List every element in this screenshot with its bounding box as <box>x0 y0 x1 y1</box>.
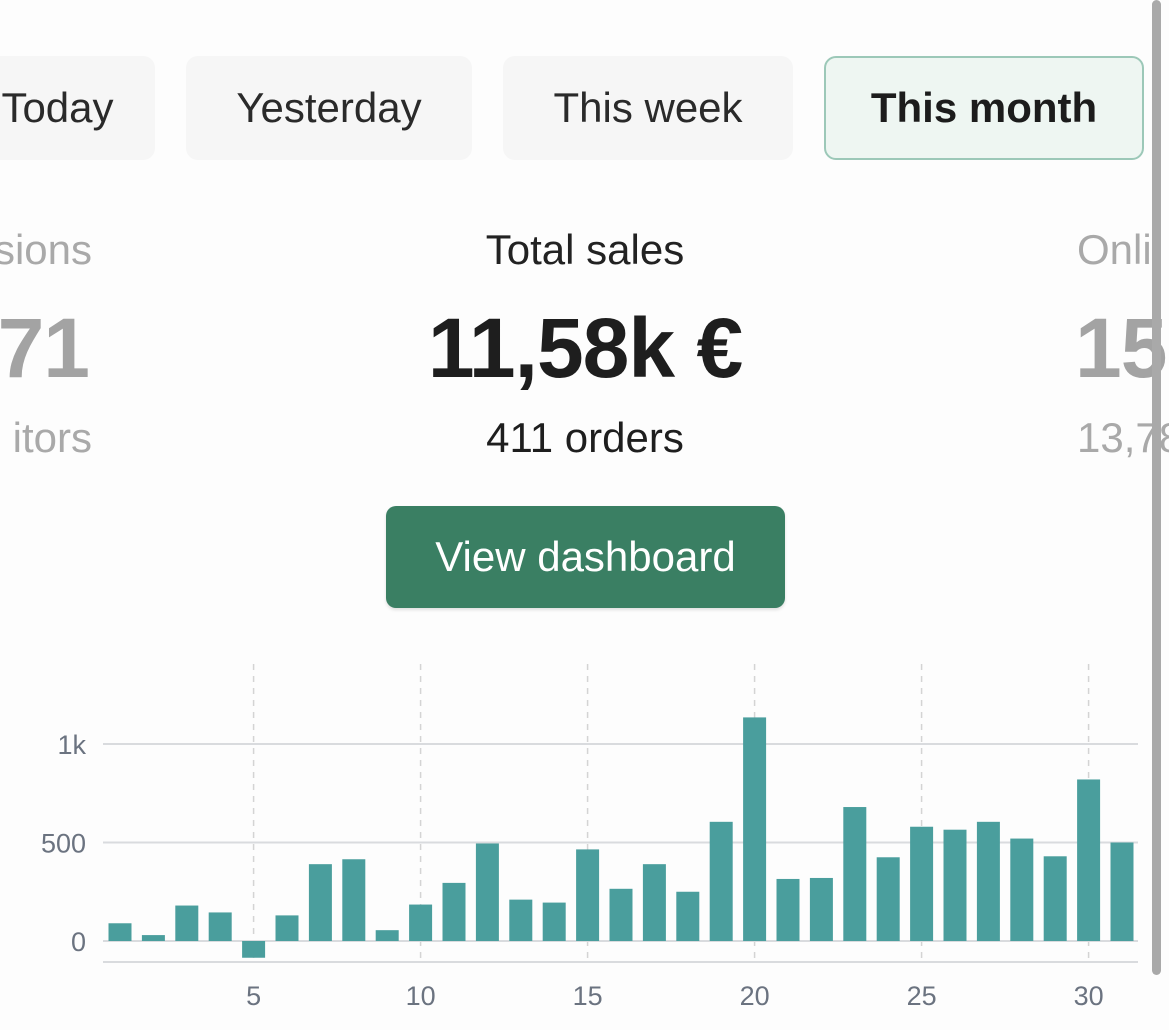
bar-day-19[interactable] <box>709 821 733 941</box>
x-tick-label: 30 <box>1074 981 1104 1011</box>
x-tick-label: 20 <box>740 981 770 1011</box>
left-stat-value: 71 <box>0 301 90 395</box>
bar-day-30[interactable] <box>1077 779 1101 941</box>
bar-day-7[interactable] <box>308 864 332 941</box>
sales-bar-chart: 0 500 1k 5 10 15 20 25 30 <box>41 664 1138 1011</box>
bar-day-20[interactable] <box>743 717 767 941</box>
period-tabs: Today Yesterday This week This month <box>0 0 1169 180</box>
tab-this-week[interactable]: This week <box>503 56 793 160</box>
bar-day-29[interactable] <box>1043 856 1067 941</box>
view-dashboard-button[interactable]: View dashboard <box>386 506 785 608</box>
bar-day-23[interactable] <box>843 807 867 941</box>
total-sales-title: Total sales <box>485 226 685 273</box>
y-tick-label: 0 <box>71 927 86 957</box>
bar-day-14[interactable] <box>542 902 566 941</box>
y-tick-label: 1k <box>57 730 86 760</box>
bar-day-9[interactable] <box>375 930 399 941</box>
total-orders: 411 orders <box>486 414 684 461</box>
bar-day-8[interactable] <box>342 859 366 941</box>
bar-day-25[interactable] <box>910 826 934 941</box>
left-stat-title: sions <box>0 226 92 273</box>
bar-day-3[interactable] <box>175 905 199 941</box>
left-stat-sub: itors <box>12 414 92 461</box>
tab-yesterday[interactable]: Yesterday <box>186 56 472 160</box>
tab-today[interactable]: Today <box>0 56 155 160</box>
bar-day-11[interactable] <box>442 882 466 941</box>
bar-day-22[interactable] <box>809 877 833 941</box>
bar-day-17[interactable] <box>642 864 666 941</box>
bar-day-21[interactable] <box>776 878 800 941</box>
bar-day-4[interactable] <box>208 912 232 941</box>
x-tick-label: 15 <box>573 981 603 1011</box>
y-tick-label: 500 <box>41 829 86 859</box>
bar-day-26[interactable] <box>943 829 967 941</box>
bar-day-13[interactable] <box>509 899 533 941</box>
x-tick-label: 25 <box>907 981 937 1011</box>
bar-day-10[interactable] <box>409 904 433 941</box>
x-tick-label: 5 <box>246 981 261 1011</box>
bar-day-12[interactable] <box>475 843 499 941</box>
bar-day-2[interactable] <box>141 935 165 941</box>
bar-day-1[interactable] <box>108 923 132 941</box>
right-stat-title: Onli <box>1077 226 1152 273</box>
bar-day-16[interactable] <box>609 888 633 941</box>
bar-day-27[interactable] <box>976 821 1000 941</box>
bar-day-18[interactable] <box>676 891 700 941</box>
tab-this-month[interactable]: This month <box>824 56 1144 160</box>
x-tick-label: 10 <box>406 981 436 1011</box>
bar-day-15[interactable] <box>576 849 600 941</box>
total-sales-value: 11,58k € <box>427 301 743 395</box>
bar-day-5[interactable] <box>242 941 266 958</box>
scrollbar[interactable] <box>1152 0 1161 975</box>
bar-day-6[interactable] <box>275 915 299 941</box>
bar-day-31[interactable] <box>1110 842 1134 942</box>
bar-day-28[interactable] <box>1010 838 1034 941</box>
bar-day-24[interactable] <box>876 857 900 941</box>
